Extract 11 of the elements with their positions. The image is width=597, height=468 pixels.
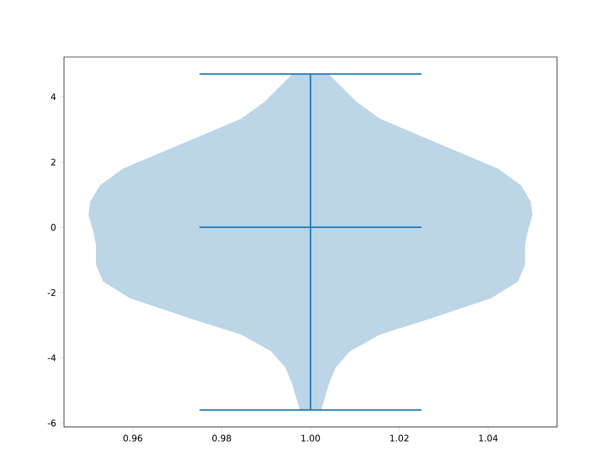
y-tick-label: 4 <box>50 94 56 100</box>
x-tick-label: 0.98 <box>212 434 232 442</box>
y-tick-label: -6 <box>48 420 56 426</box>
x-tick-label: 1.00 <box>302 434 320 442</box>
x-tick-label: 1.04 <box>479 434 498 442</box>
y-tick-label: -2 <box>48 289 56 296</box>
y-tick-label: 2 <box>51 158 56 166</box>
y-tick-label: 0 <box>51 224 56 231</box>
y-tick-label: -4 <box>48 354 56 362</box>
x-tick-label: 1.02 <box>390 434 408 442</box>
x-tick-label: 0.96 <box>123 434 142 442</box>
